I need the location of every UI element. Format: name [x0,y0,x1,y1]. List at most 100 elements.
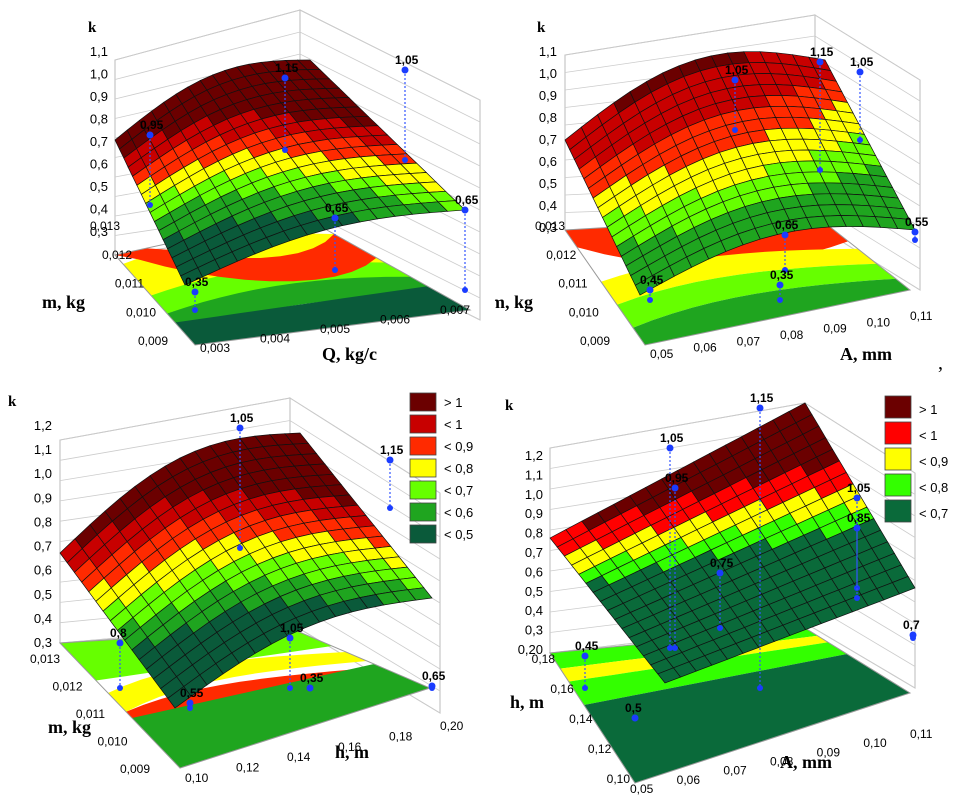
y-tick-label: 0,010 [569,305,599,319]
data-point [286,634,294,642]
data-point [856,68,864,76]
legend-swatch [409,480,437,500]
legend-swatch [884,447,912,471]
x-tick-label: 0,14 [287,750,311,764]
y-tick-label: 0,013 [30,652,60,666]
z-tick-label: 1,1 [90,44,108,59]
legend-swatch [409,392,437,412]
z-tick-label: 0,6 [90,157,108,172]
y-tick-label: 0,18 [532,652,556,666]
data-point-label: 0,45 [640,273,664,287]
z-tick-label: 1,1 [539,44,557,59]
floor-contour-band [633,278,910,345]
y-axis-title: h, m [510,692,544,712]
z-axis-title: k [505,398,514,414]
chart-4-svg: 0,200,30,40,50,60,70,80,91,01,11,2k0,100… [505,391,948,796]
y-tick-label: 0,012 [102,248,132,262]
data-point-label: 0,5 [625,701,642,715]
z-tick-label: 0,6 [525,564,543,579]
z-tick-label: 0,3 [525,623,543,638]
legend-swatch [884,499,912,523]
x-tick-label: 0,16 [338,740,362,754]
data-point-label: 0,55 [180,686,204,700]
data-point-label: 0,65 [325,201,349,215]
legend-swatch [409,502,437,522]
data-point [116,639,124,647]
data-point-base [667,645,673,651]
y-tick-label: 0,012 [546,248,576,262]
y-tick-label: 0,16 [550,682,574,696]
z-tick-label: 0,7 [539,132,557,147]
data-point-base [647,297,653,303]
legend-label: < 0,5 [444,527,473,542]
y-tick-label: 0,012 [52,680,82,694]
y-tick-label: 0,10 [607,772,631,786]
data-point-label: 1,05 [395,53,419,67]
z-tick-label: 0,5 [539,176,557,191]
z-tick-label: 0,6 [539,154,557,169]
z-tick-label: 0,9 [539,88,557,103]
x-tick-label: 0,05 [650,347,674,361]
data-point-base [282,147,288,153]
chart-panel-2: 0,3 0,4 0,5 0,6 0,7 0,8 0,9 1,0 1,1 k 0,009 0,010 0,… [490,0,935,370]
x-tick-label: 0,12 [236,761,260,775]
x-tick-label: 0,004 [260,332,290,346]
z-tick-label: 0,4 [90,202,108,217]
z-tick-label: 0,9 [90,89,108,104]
y-axis-title: m, kg [42,292,85,312]
z-tick-label: 0,3 [539,220,557,235]
wall-gridline [564,14,921,81]
legend-swatch [409,524,437,544]
chart-panel-4: 0,20 0,3 0,4 0,5 0,6 0,7 0,8 0,9 1,0 1,1 1,2 k 0,10 0… [495,388,971,796]
data-point-label: 0,65 [775,218,799,232]
z-tick-label: 1,0 [90,67,108,82]
legend-label: < 1 [444,417,462,432]
x-tick-label: 0,006 [380,313,410,327]
legend-label: < 0,9 [444,439,473,454]
data-point-label: 1,05 [847,481,871,495]
x-tick-label: 0,005 [320,322,350,336]
z-tick-label: 0,3 [34,635,52,650]
data-point [853,494,861,502]
legend-label: < 0,7 [444,483,473,498]
legend-swatch [409,414,437,434]
x-tick-label: 0,10 [185,771,209,785]
data-point-base [387,505,393,511]
floor-contour-band [601,248,877,305]
z-tick-label: 1,1 [525,467,543,482]
data-point-base [192,307,198,313]
x-tick-label: 0,10 [867,315,891,329]
z-tick-label: 1,0 [34,466,52,481]
data-point-label: 1,05 [660,431,684,445]
legend-label: < 0,8 [919,480,948,495]
x-tick-label: 0,11 [910,727,933,741]
y-tick-label: 0,013 [535,219,565,233]
data-point-label: 0,35 [770,268,794,282]
data-point-base [332,267,338,273]
z-tick-label: 0,3 [90,224,108,239]
z-tick-label: 0,20 [518,642,543,657]
data-point-label: 1,15 [750,391,774,405]
x-tick-label: 0,007 [440,303,470,317]
z-tick-label: 0,7 [90,134,108,149]
x-tick-label: 0,07 [723,764,747,778]
chart-2-svg: 0,3 0,4 0,5 0,6 0,7 0,8 0,9 1,0 1,1 k 0,009 0,010 0,… [490,14,933,364]
data-point [776,281,784,289]
data-point-label: 0,65 [455,193,479,207]
z-axis-title: k [88,20,97,36]
wall-gridline [114,53,481,145]
data-point-label: 0,95 [665,471,689,485]
data-point-base [287,685,293,691]
legend-swatch [409,458,437,478]
data-point [186,699,194,707]
data-point [146,131,154,139]
data-point-label: 0,65 [422,669,446,683]
data-point-base [912,237,918,243]
floor-contour-band [584,654,910,783]
surface-cell [891,575,916,595]
wall-gridline [114,31,481,123]
z-tick-label: 0,8 [34,514,52,529]
data-point-base [910,635,916,641]
data-point [781,231,789,239]
floor-contour-band [568,642,847,705]
